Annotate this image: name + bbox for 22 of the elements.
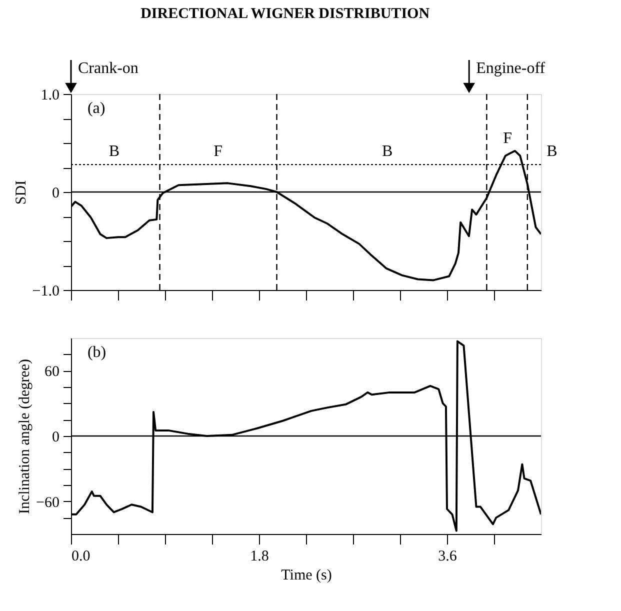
y-tick-label: 0 — [52, 186, 60, 202]
y-tick-label: 0 — [52, 430, 60, 446]
annotation: (a) — [87, 100, 106, 117]
y-axis-title: SDI — [13, 180, 30, 205]
annotation: F — [503, 130, 512, 147]
annotation: B — [382, 143, 393, 160]
text: Engine-off — [476, 60, 546, 77]
y-tick-label: 60 — [44, 364, 60, 380]
chart-title: DIRECTIONAL WIGNER DISTRIBUTION — [140, 6, 430, 22]
x-tick-label: 0.0 — [72, 548, 90, 564]
y-tick-label: 1.0 — [40, 88, 60, 104]
text: B — [546, 143, 558, 160]
text: Crank-on — [78, 60, 138, 77]
annotation: B — [108, 143, 120, 160]
y-axis-title: Inclination angle (degree) — [17, 359, 34, 514]
x-tick-label: 3.6 — [438, 548, 458, 564]
x-axis-title: Time (s) — [281, 568, 332, 584]
x-tick-label: 1.8 — [250, 548, 269, 564]
annotation: (b) — [87, 344, 106, 361]
annotation: F — [214, 143, 223, 160]
y-tick-label: −60 — [36, 494, 60, 511]
y-tick-label: −1.0 — [32, 284, 60, 300]
